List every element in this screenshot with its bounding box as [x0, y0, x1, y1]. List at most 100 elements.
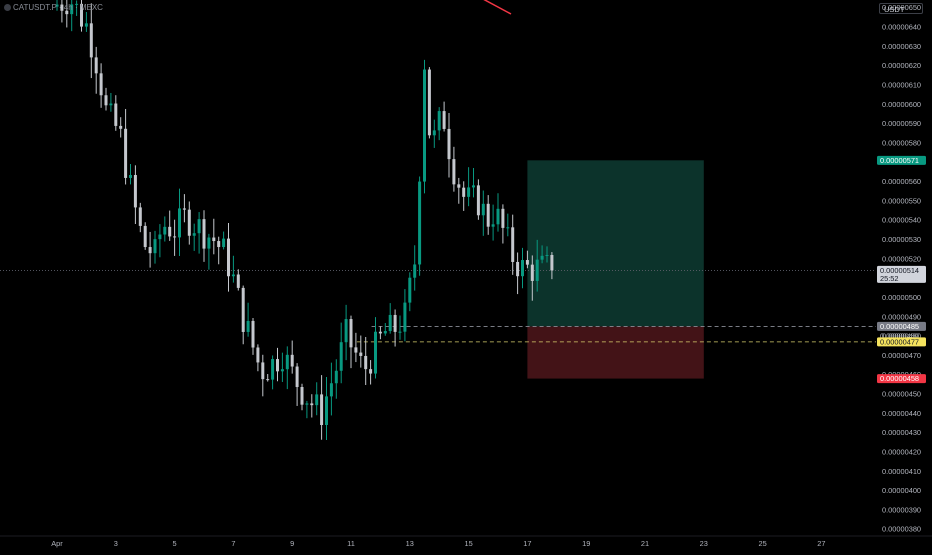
candle[interactable] [94, 46, 98, 94]
candle[interactable] [60, 0, 64, 23]
candle[interactable] [222, 231, 226, 250]
candle[interactable] [168, 210, 172, 241]
candle[interactable] [349, 315, 353, 369]
candle[interactable] [310, 394, 314, 418]
candle[interactable] [550, 252, 554, 280]
symbol-header[interactable]: CATUSDT.P · 4h · MEXC [4, 3, 103, 12]
candle[interactable] [501, 204, 505, 244]
candle[interactable] [109, 92, 113, 112]
currency-button[interactable]: USDT [879, 3, 923, 14]
candle[interactable] [378, 326, 382, 340]
candle[interactable] [138, 202, 142, 233]
candle[interactable] [158, 224, 162, 258]
candle[interactable] [383, 323, 387, 336]
candle[interactable] [437, 107, 441, 141]
candle[interactable] [119, 117, 123, 138]
candle[interactable] [148, 231, 152, 268]
candle[interactable] [398, 315, 402, 340]
candle[interactable] [227, 223, 230, 292]
candle[interactable] [545, 246, 549, 263]
candle[interactable] [178, 188, 181, 256]
candle[interactable] [447, 112, 451, 178]
candle[interactable] [374, 317, 377, 379]
candle[interactable] [540, 245, 544, 264]
candle[interactable] [354, 332, 358, 363]
candle[interactable] [467, 167, 471, 207]
candle[interactable] [295, 363, 299, 406]
candle[interactable] [207, 233, 211, 270]
candle[interactable] [320, 375, 324, 440]
candle[interactable] [369, 360, 373, 385]
candle[interactable] [276, 347, 279, 382]
candle[interactable] [418, 176, 422, 276]
candle[interactable] [246, 302, 250, 337]
candle[interactable] [535, 239, 539, 292]
candle[interactable] [427, 67, 431, 139]
candle[interactable] [290, 340, 294, 374]
candle[interactable] [452, 146, 456, 192]
candle[interactable] [153, 230, 157, 264]
candle[interactable] [251, 318, 255, 355]
candle[interactable] [329, 362, 333, 416]
trend-line[interactable] [483, 0, 512, 15]
candle[interactable] [70, 0, 74, 32]
candle[interactable] [133, 165, 137, 225]
candle[interactable] [271, 355, 275, 390]
candle[interactable] [432, 119, 436, 148]
candle[interactable] [202, 210, 206, 262]
candle[interactable] [423, 59, 426, 194]
candle[interactable] [143, 222, 147, 250]
candle[interactable] [280, 352, 284, 382]
candle[interactable] [192, 223, 196, 251]
candle[interactable] [364, 336, 368, 385]
candle[interactable] [530, 255, 534, 301]
candle[interactable] [496, 193, 500, 232]
candle[interactable] [516, 252, 520, 295]
position-profit-zone[interactable] [527, 160, 704, 327]
candle[interactable] [241, 285, 245, 345]
candle[interactable] [163, 216, 167, 242]
candle[interactable] [511, 214, 515, 275]
candle[interactable] [359, 335, 363, 368]
candle[interactable] [315, 382, 319, 416]
candle[interactable] [124, 108, 128, 185]
candle[interactable] [84, 11, 88, 32]
candle[interactable] [266, 374, 270, 382]
candle[interactable] [256, 344, 260, 372]
candle[interactable] [99, 63, 103, 108]
candle[interactable] [472, 167, 475, 198]
candle[interactable] [212, 218, 216, 255]
candle[interactable] [408, 272, 412, 312]
candle[interactable] [403, 289, 407, 342]
candle[interactable] [197, 212, 201, 254]
candle[interactable] [506, 213, 510, 237]
candle[interactable] [476, 179, 480, 220]
candle[interactable] [491, 204, 495, 241]
candle[interactable] [104, 87, 108, 111]
candle[interactable] [300, 383, 304, 411]
candle[interactable] [525, 250, 529, 269]
candle[interactable] [305, 400, 309, 419]
candle[interactable] [388, 303, 392, 334]
candle[interactable] [75, 0, 79, 16]
candle[interactable] [481, 190, 485, 236]
candle[interactable] [55, 0, 59, 11]
candle[interactable] [217, 236, 221, 265]
candle[interactable] [182, 194, 186, 223]
candle[interactable] [89, 3, 93, 79]
candle[interactable] [344, 304, 348, 361]
candle[interactable] [457, 177, 461, 204]
candle[interactable] [339, 322, 343, 384]
candle[interactable] [325, 376, 328, 441]
candle[interactable] [187, 201, 191, 245]
candle[interactable] [129, 163, 132, 185]
candle[interactable] [462, 181, 466, 211]
candle[interactable] [173, 219, 177, 256]
candle[interactable] [261, 354, 265, 397]
candle[interactable] [231, 255, 235, 283]
position-loss-zone[interactable] [527, 326, 704, 379]
candle[interactable] [65, 0, 69, 28]
candle[interactable] [236, 269, 240, 291]
